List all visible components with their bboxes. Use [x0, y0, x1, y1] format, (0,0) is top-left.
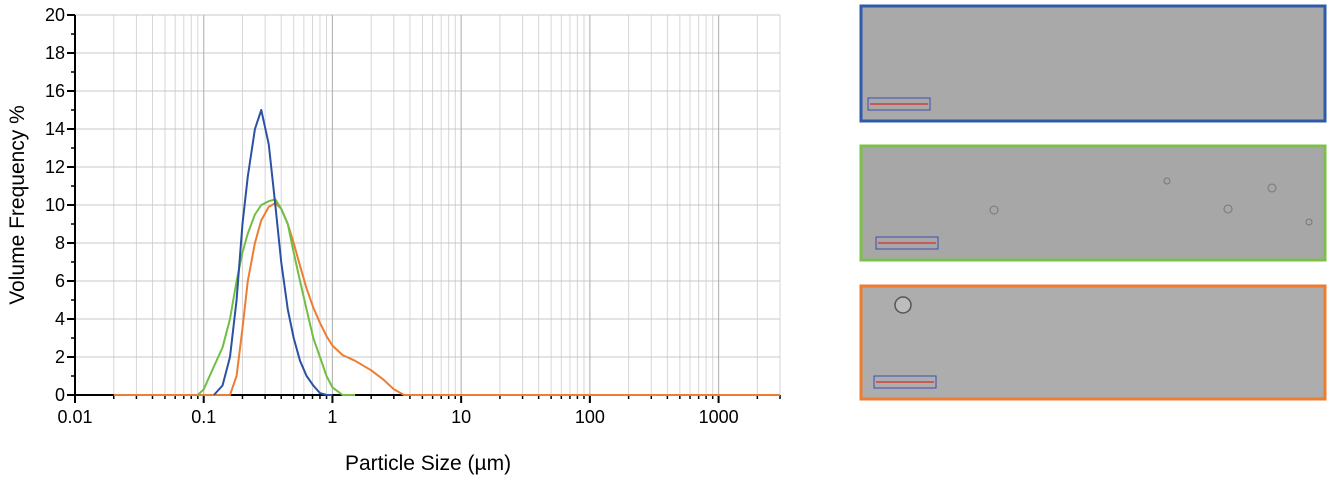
scale-bar — [875, 236, 939, 250]
x-tick-label: 100 — [575, 407, 605, 427]
y-tick-label: 0 — [55, 385, 65, 405]
y-axis-title: Volume Frequency % — [6, 105, 29, 305]
y-tick-label: 8 — [55, 233, 65, 253]
y-tick-label: 2 — [55, 347, 65, 367]
micrographs — [859, 4, 1327, 401]
y-tick-label: 20 — [45, 5, 65, 25]
particle — [989, 205, 999, 215]
particle — [1223, 204, 1233, 214]
series-line — [113, 202, 780, 396]
particle — [894, 296, 912, 314]
y-tick-label: 14 — [45, 119, 65, 139]
x-tick-label: 1000 — [699, 407, 739, 427]
x-tick-label: 0.1 — [191, 407, 216, 427]
y-tick-label: 18 — [45, 43, 65, 63]
y-tick-label: 12 — [45, 157, 65, 177]
particle — [1305, 218, 1313, 226]
particle — [1163, 177, 1171, 185]
x-axis-title: Particle Size (µm) — [345, 452, 511, 475]
scale-bar — [873, 375, 937, 389]
x-tick-label: 1 — [327, 407, 337, 427]
y-tick-label: 16 — [45, 81, 65, 101]
micrograph-blue — [859, 4, 1327, 123]
micrograph-orange — [859, 284, 1327, 401]
particle — [1267, 183, 1277, 193]
y-tick-label: 4 — [55, 309, 65, 329]
y-tick-label: 6 — [55, 271, 65, 291]
x-tick-label: 10 — [451, 407, 471, 427]
scale-bar — [867, 97, 931, 111]
y-tick-label: 10 — [45, 195, 65, 215]
series-line — [197, 198, 356, 396]
x-tick-label: 0.01 — [57, 407, 92, 427]
series-line — [213, 109, 333, 396]
